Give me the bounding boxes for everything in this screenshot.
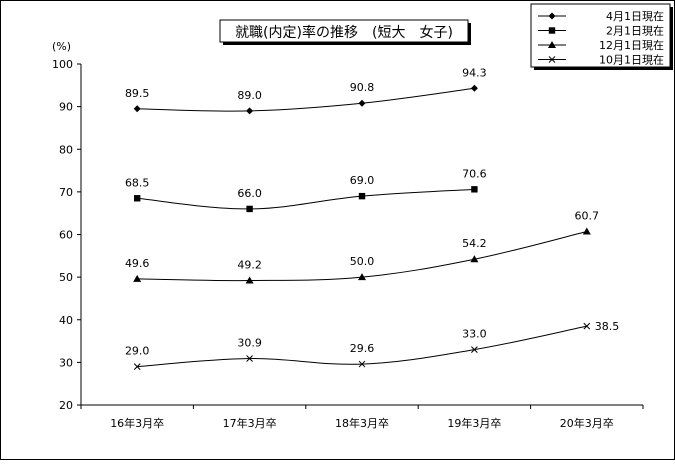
legend-item: 4月1日現在 — [538, 10, 664, 23]
legend-marker — [548, 12, 556, 20]
data-point-marker — [133, 105, 141, 113]
legend-label: 2月1日現在 — [606, 25, 664, 38]
data-label: 60.7 — [575, 210, 600, 223]
data-point-marker — [358, 99, 366, 107]
data-point-marker — [133, 363, 141, 370]
data-labels-layer: 89.5 89.0 90.8 94.3 68.5 66.0 69.0 70.6 49.6 49.2… — [125, 66, 619, 357]
data-label: 70.6 — [462, 167, 487, 180]
y-tick-label: 30 — [59, 356, 73, 369]
data-label: 54.2 — [462, 237, 487, 250]
data-point-marker — [246, 355, 253, 362]
y-tick-label: 70 — [59, 186, 73, 199]
legend-marker — [548, 27, 556, 34]
y-ticks: 20 30 40 50 60 70 80 90 100 — [52, 58, 81, 412]
y-axis-unit-label: (%) — [52, 40, 71, 53]
data-point-marker — [134, 195, 141, 202]
y-tick-label: 40 — [59, 314, 73, 327]
data-point-marker — [471, 346, 478, 353]
data-label: 50.0 — [350, 255, 375, 268]
y-tick-label: 80 — [59, 143, 73, 156]
legend-marker — [548, 41, 556, 48]
series-layer — [133, 84, 591, 370]
data-label: 68.5 — [125, 176, 150, 189]
series-4 — [133, 322, 591, 370]
data-point-marker — [246, 107, 254, 115]
y-tick-label: 50 — [59, 271, 73, 284]
x-tick-label: 20年3月卒 — [560, 416, 614, 430]
series-1 — [133, 84, 478, 115]
data-point-marker — [583, 322, 591, 330]
legend-item: 10月1日現在 — [538, 54, 664, 67]
data-label: 29.0 — [125, 345, 150, 358]
data-label: 30.9 — [237, 337, 262, 350]
data-label: 94.3 — [462, 66, 487, 79]
series-line — [137, 188, 475, 210]
legend-item: 2月1日現在 — [538, 25, 664, 38]
data-label: 66.0 — [237, 187, 262, 200]
data-point-marker — [358, 273, 366, 281]
data-point-marker — [245, 276, 254, 284]
series-2 — [134, 186, 478, 213]
chart-title: 就職(内定)率の推移 (短大 女子) — [235, 24, 453, 41]
y-tick-label: 90 — [59, 101, 73, 114]
data-label: 38.5 — [595, 320, 620, 333]
y-tick-label: 100 — [52, 58, 73, 71]
x-ticks: 16年3月卒 17年3月卒 18年3月卒 19年3月卒 20年3月卒 — [80, 405, 644, 430]
data-point-marker — [358, 192, 366, 200]
data-label: 69.0 — [350, 174, 375, 187]
data-label: 49.6 — [125, 257, 150, 270]
legend-label: 10月1日現在 — [599, 54, 664, 67]
data-label: 29.6 — [350, 342, 375, 355]
chart-title-box — [219, 19, 469, 43]
data-point-marker — [470, 255, 479, 263]
data-label: 90.8 — [350, 81, 375, 94]
x-tick-label: 18年3月卒 — [335, 416, 389, 430]
legend-item: 12月1日現在 — [538, 39, 664, 52]
y-tick-label: 60 — [59, 229, 73, 242]
legend-label: 12月1日現在 — [599, 39, 664, 52]
data-point-marker — [471, 186, 478, 193]
data-point-marker — [582, 227, 591, 235]
legend-marker — [548, 56, 556, 63]
x-tick-label: 17年3月卒 — [223, 416, 277, 430]
data-label: 49.2 — [237, 259, 262, 272]
data-point-marker — [246, 205, 253, 213]
x-tick-label: 16年3月卒 — [110, 416, 164, 430]
series-3 — [133, 227, 591, 284]
data-point-marker — [358, 360, 366, 368]
legend-label: 4月1日現在 — [606, 10, 664, 23]
y-tick-label: 20 — [59, 399, 73, 412]
data-point-marker — [470, 84, 478, 92]
data-label: 33.0 — [462, 328, 487, 341]
data-label: 89.5 — [125, 87, 150, 100]
data-point-marker — [133, 274, 142, 282]
legend-box — [530, 3, 671, 68]
data-label: 89.0 — [237, 89, 262, 102]
x-tick-label: 19年3月卒 — [447, 416, 501, 430]
series-line — [137, 87, 475, 112]
